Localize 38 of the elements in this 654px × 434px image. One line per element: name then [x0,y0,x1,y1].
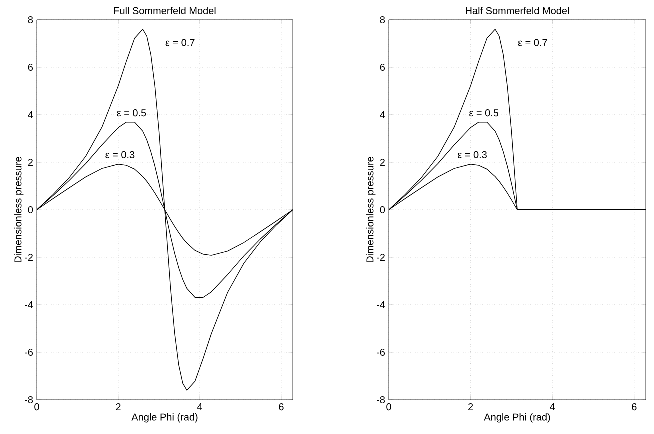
y-axis-title: Dimensionless pressure [366,157,376,263]
x-tick-label: 0 [386,404,392,411]
y-tick-label: -2 [377,254,385,261]
y-tick-label: 4 [28,112,34,118]
chart-title: Half Sommerfeld Model [466,7,570,14]
x-tick-label: 4 [197,404,202,410]
chart-title: Full Sommerfeld Model [114,7,216,14]
x-tick-label: 0 [34,404,40,411]
y-tick-label: 2 [380,159,385,166]
x-axis-title: Angle Phi (rad) [132,413,198,423]
x-tick-label: 6 [632,404,637,411]
annotation: ε = 0.7 [518,39,548,46]
y-tick-label: 4 [380,112,386,118]
y-tick-label: 6 [380,64,386,72]
y-tick-label: -6 [25,348,34,356]
y-tick-label: -4 [25,302,34,308]
y-tick-label: -6 [377,348,386,356]
y-tick-label: 2 [28,159,33,166]
y-tick-label: -8 [25,396,34,404]
annotation: ε = 0.5 [470,110,499,117]
y-tick-label: 8 [380,16,386,24]
x-axis-title: Angle Phi (rad) [484,413,550,423]
x-tick-label: 2 [468,404,474,410]
y-tick-label: -8 [377,396,386,404]
annotation: ε = 0.7 [166,39,195,46]
x-tick-label: 2 [116,404,121,410]
x-tick-label: 4 [550,404,556,410]
y-tick-label: 0 [380,206,386,214]
x-tick-label: 6 [279,404,284,411]
y-tick-label: -2 [25,254,33,261]
annotation: ε = 0.3 [106,151,135,158]
annotation: ε = 0.5 [117,110,146,117]
y-tick-label: 0 [28,206,34,214]
y-tick-label: 6 [28,64,34,72]
y-tick-label: -4 [377,302,386,308]
annotation: ε = 0.3 [458,151,487,158]
y-tick-label: 8 [28,16,34,24]
y-axis-title: Dimensionless pressure [14,157,24,263]
